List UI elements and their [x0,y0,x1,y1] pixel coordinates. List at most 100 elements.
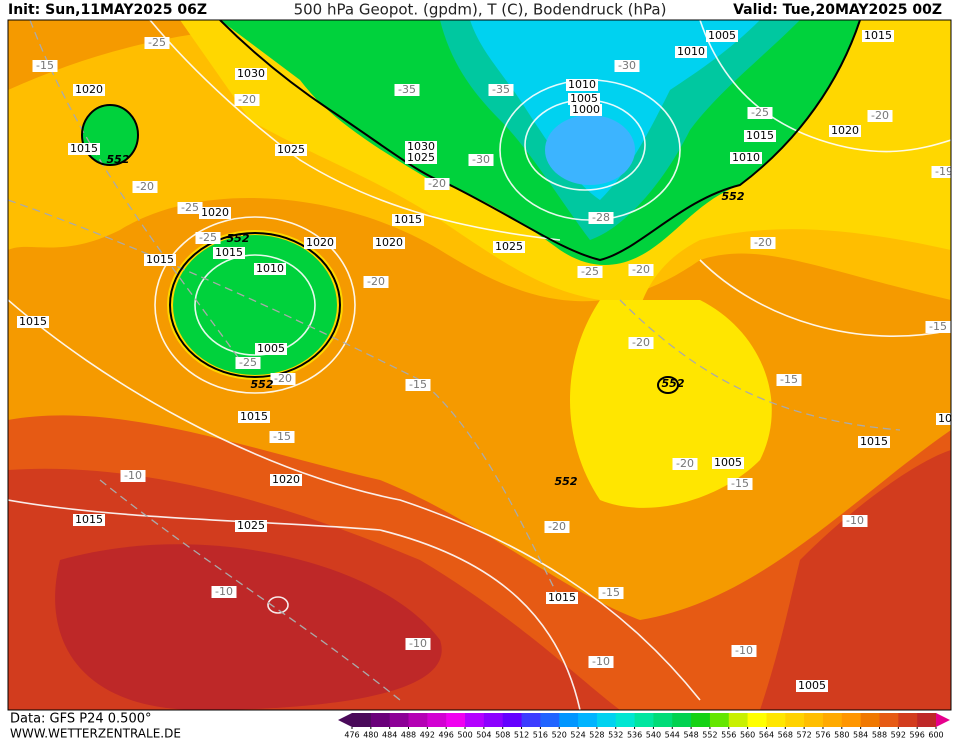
temperature-label-bg [776,374,802,386]
colorbar-tick-label: 476 [344,731,359,740]
colorbar-tick-label: 552 [702,731,717,740]
temperature-label-bg [363,276,389,288]
temperature-label: -20 [548,520,566,533]
colorbar-tick-label: 544 [665,731,680,740]
colorbar-segment [540,713,560,727]
isobar-label-bg [73,84,105,96]
isobar-label: 1020 [375,236,403,249]
colorbar-tick-label: 592 [891,731,906,740]
temperature-label: -25 [181,201,199,214]
isobar-label-bg [144,254,176,266]
isobar-label-bg [213,247,245,259]
isobar-label-bg [405,152,437,164]
isobar-label: 1015 [746,129,774,142]
colorbar-arrow-right [936,713,950,727]
isobar-label: 1015 [215,246,243,259]
colorbar-segment [634,713,654,727]
colorbar-tick-label: 480 [363,731,378,740]
init-time: Init: Sun,11MAY2025 06Z [8,2,207,18]
temperature-label: -20 [632,263,650,276]
temperature-label: -15 [602,586,620,599]
temperature-label: -30 [618,59,636,72]
geopotential-label: 552 [555,475,578,488]
colorbar-segment [446,713,466,727]
temperature-label-bg [544,521,570,533]
valid-time: Valid: Tue,20MAY2025 00Z [733,2,942,18]
isobar-label-bg [706,30,738,42]
temperature-label: -25 [581,265,599,278]
temperature-label-bg [588,212,614,224]
isobar-label: 1010 [256,262,284,275]
isobar-label: 1020 [75,83,103,96]
temperature-label: -10 [215,585,233,598]
isobar-label: 1015 [70,142,98,155]
colorbar-tick-label: 600 [928,731,943,740]
isobar-label: 1005 [570,92,598,105]
data-source: Data: GFS P24 0.500° [10,712,152,727]
colorbar-segment [389,713,410,727]
temperature-label-bg [614,60,640,72]
temperature-label: -15 [409,378,427,391]
temperature-label: -10 [409,637,427,650]
isobar-label-bg [373,237,405,249]
colorbar-tick-label: 576 [815,731,830,740]
isobar-label: 10 [938,412,952,425]
temperature-label-bg [731,645,757,657]
isobar-label-bg [199,207,231,219]
isobar-label: 1015 [19,315,47,328]
temperature-label-bg [270,373,296,385]
temperature-label-bg [195,232,221,244]
geopotential-label: 552 [662,377,685,390]
colorbar-segment [427,713,447,727]
isobar-label-bg [73,514,105,526]
colorbar-segment [822,713,843,727]
isobar-label-bg [570,104,602,116]
isobar-label: 1000 [572,103,600,116]
isobar-label: 1015 [864,29,892,42]
colorbar-segment [615,713,636,727]
temperature-label-bg [925,321,951,333]
website: WWW.WETTERZENTRALE.DE [10,727,181,741]
temperature-label: -25 [751,106,769,119]
temperature-label-bg [177,202,203,214]
isobar-label-bg [275,144,307,156]
isobar-label-bg [238,411,270,423]
isobar-label-bg [68,143,100,155]
isobar-label-bg [829,125,861,137]
temperature-label-bg [144,37,170,49]
temperature-label: -20 [274,372,292,385]
isobar-label-bg [235,520,267,532]
colorbar-segment [370,713,391,727]
isobar-label: 1030 [237,67,265,80]
colorbar-segment [596,713,617,727]
temperature-label-bg [211,586,237,598]
isobar-label-bg [858,436,890,448]
colorbar-tick-label: 580 [834,731,849,740]
isobar-label: 1025 [407,151,435,164]
geopotential-label: 552 [722,190,745,203]
isobar-label-bg [566,79,598,91]
temperature-label: -15 [929,320,947,333]
temperature-label: -20 [136,180,154,193]
temperature-label: -20 [754,236,772,249]
temperature-label: -10 [846,514,864,527]
isobar-label-bg [392,214,424,226]
colorbar-tick-label: 496 [439,731,454,740]
colorbar-tick-label: 484 [382,731,397,740]
temperature-label: -15 [273,430,291,443]
isobar-label-bg [796,680,828,692]
isobar-label-bg [675,46,707,58]
colorbar-tick-label: 548 [683,731,698,740]
colorbar-tick-label: 588 [872,731,887,740]
temperature-label: -10 [735,644,753,657]
isobar-label-bg [568,93,600,105]
temperature-label: -25 [148,36,166,49]
colorbar-tick-label: 520 [552,731,567,740]
temperature-label-bg [842,515,868,527]
colorbar-segment [653,713,673,727]
colorbar-tick-label: 524 [570,731,585,740]
colorbar-segment [691,713,711,727]
colorbar-segment [578,713,598,727]
temperature-label: -25 [199,231,217,244]
